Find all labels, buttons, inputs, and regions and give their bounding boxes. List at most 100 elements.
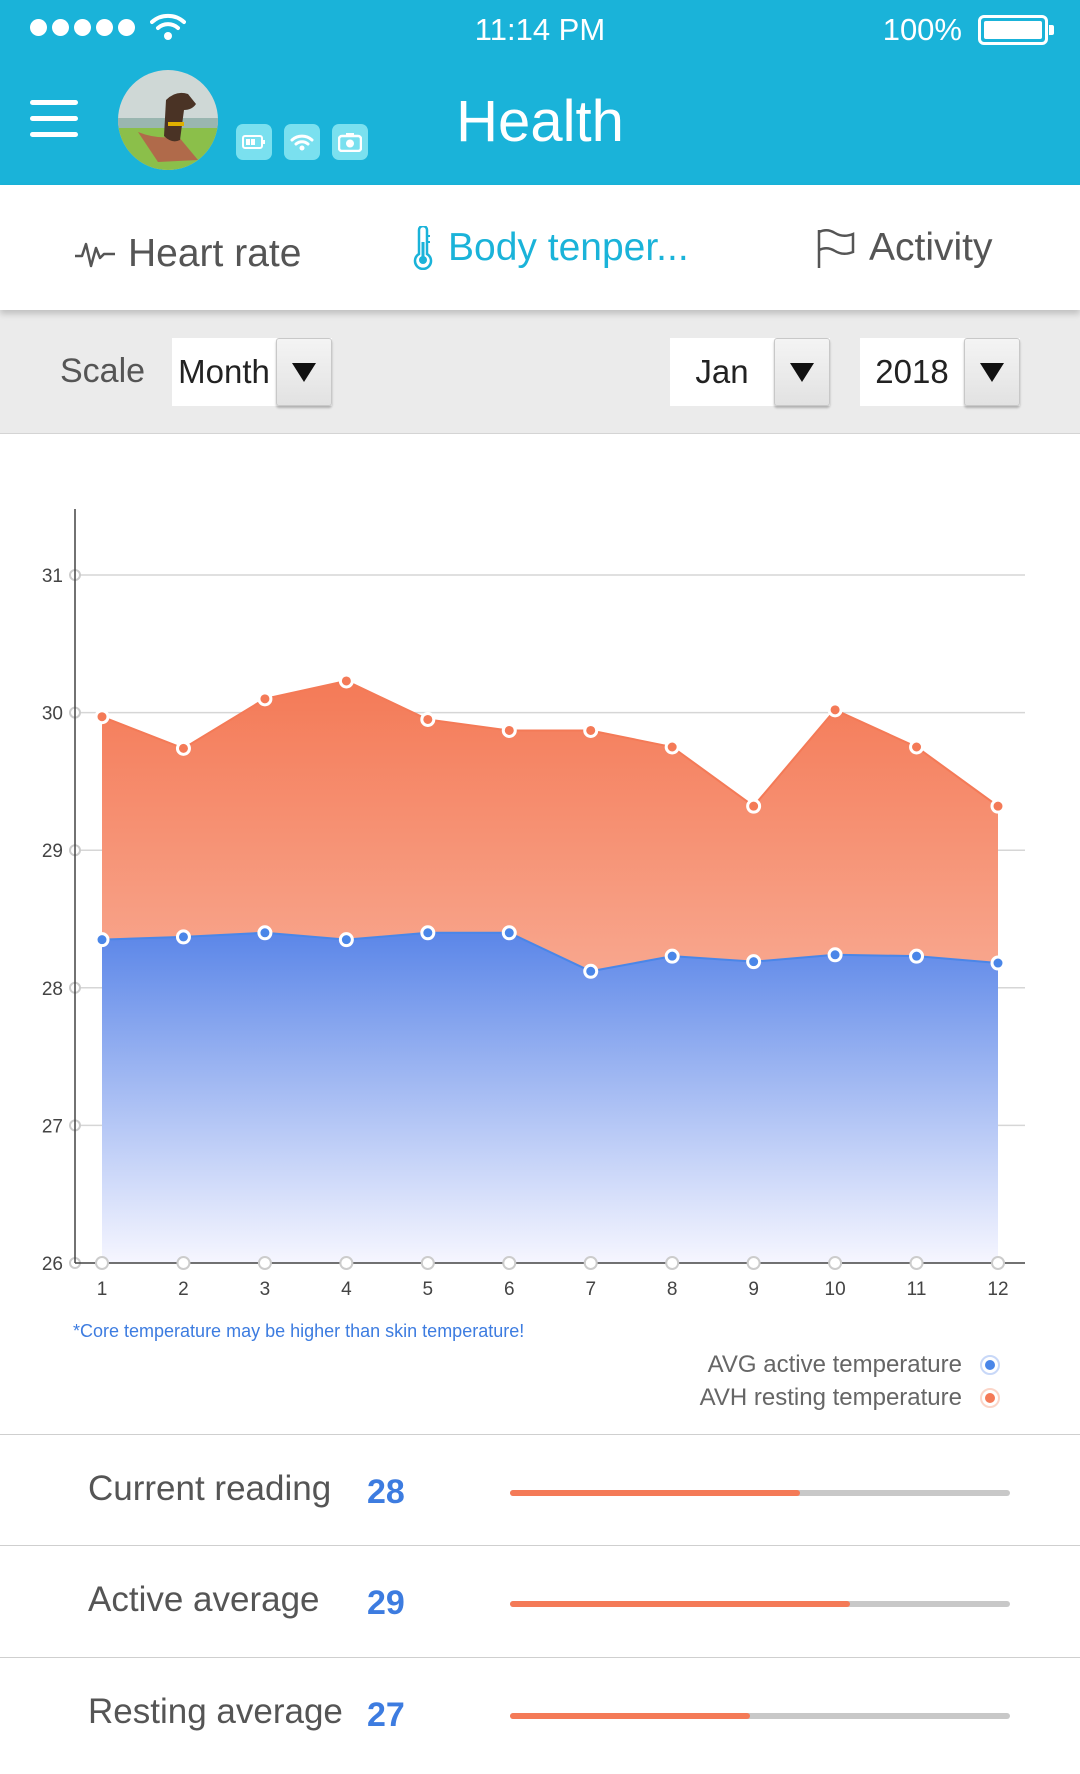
x-tick-marker [583,1256,598,1270]
stat-value: 29 [367,1584,405,1622]
stat-label: Resting average [88,1692,343,1731]
active-point [827,947,843,963]
chart-legend: AVG active temperature AVH resting tempe… [700,1348,1000,1414]
y-tick-label: 28 [42,979,63,1000]
status-time: 11:14 PM [474,12,606,47]
stat-label: Active average [88,1580,320,1619]
filter-bar: Scale Month Jan 2018 [0,310,1080,434]
resting-line [101,679,999,808]
page-title: Health [456,89,624,154]
stat-label: Current reading [88,1469,332,1508]
pulse-icon [75,242,115,267]
active-point [94,932,110,948]
status-bar: 11:14 PM 100% [0,0,1080,60]
legend-item-active: AVG active temperature [700,1348,1000,1381]
app-header: 11:14 PM 100% Health [0,0,1080,185]
legend-item-resting: AVH resting temperature [700,1381,1000,1414]
battery-device-icon [236,124,272,160]
x-tick-marker [665,1256,680,1270]
x-tick-marker [176,1256,191,1270]
month-select-value: Jan [695,353,749,390]
resting-point [501,722,517,738]
resting-point [746,798,762,814]
stat-row-current: Current reading 28 [0,1434,1080,1545]
x-tick-label: 8 [667,1279,678,1300]
resting-point [664,739,680,755]
active-point [583,963,599,979]
tab-body-temperature[interactable]: Body tenper... [410,185,689,310]
battery-icon [978,15,1054,45]
tab-activity[interactable]: Activity [813,185,993,310]
legend-label-resting: AVH resting temperature [699,1383,962,1411]
resting-point [94,709,110,725]
active-point [501,925,517,941]
temperature-chart: 26 27 28 29 30 31 1 2 3 4 5 6 7 8 9 10 11 12 [0,434,1080,1434]
tab-heart-rate-label: Heart rate [128,231,302,275]
active-area [102,932,998,1263]
x-tick-marker [502,1256,517,1270]
stat-progress-bar [510,1601,1010,1607]
camera-device-icon [332,124,368,160]
x-tick-label: 1 [97,1279,108,1300]
wifi-device-icon [284,124,320,160]
chevron-down-icon[interactable] [774,338,830,406]
month-select[interactable]: Jan [670,338,830,406]
active-point [990,955,1006,971]
active-point [338,932,354,948]
active-point [175,929,191,945]
stat-progress-bar [510,1490,1010,1496]
stat-progress-fill [510,1490,800,1496]
chart-footnote: *Core temperature may be higher than ski… [73,1321,525,1341]
x-tick-marker [828,1256,843,1270]
y-tick-label: 31 [42,566,63,587]
stat-row-active: Active average 29 [0,1545,1080,1656]
resting-point [583,722,599,738]
legend-label-active: AVG active temperature [707,1350,962,1378]
active-point [909,948,925,964]
resting-point [420,711,436,727]
x-tick-label: 10 [825,1279,846,1300]
x-tick-label: 11 [907,1279,927,1300]
resting-point [827,702,843,718]
scale-label: Scale [60,352,146,390]
active-point [257,925,273,941]
y-tick-label: 29 [42,841,63,862]
x-tick-label: 2 [178,1279,189,1300]
signal-icon [30,19,135,36]
resting-point [257,691,273,707]
x-tick-label: 9 [748,1279,759,1300]
active-point [746,954,762,970]
y-tick-label: 30 [42,704,63,725]
x-tick-label: 4 [341,1279,352,1300]
tab-activity-label: Activity [869,225,993,269]
x-tick-marker [257,1256,272,1270]
x-tick-marker [991,1256,1005,1270]
stat-progress-fill [510,1601,850,1607]
wifi-status-icon [150,13,186,40]
legend-marker-resting [980,1387,1000,1408]
thermometer-icon [413,225,433,270]
scale-select[interactable]: Month [172,338,332,406]
menu-button[interactable] [30,100,78,138]
chevron-down-icon[interactable] [276,338,332,406]
chevron-down-icon[interactable] [964,338,1020,406]
x-tick-label: 6 [504,1279,515,1300]
resting-point [909,739,925,755]
stat-progress-fill [510,1713,750,1719]
resting-point [338,673,354,689]
x-tick-marker [339,1256,354,1270]
tab-heart-rate[interactable]: Heart rate [74,191,301,316]
stat-row-resting: Resting average 27 [0,1657,1080,1768]
x-tick-marker [746,1256,761,1270]
scale-select-value: Month [178,353,270,390]
active-point [420,925,436,941]
legend-marker-active [980,1354,1000,1375]
device-status-icons [236,124,368,160]
active-line [101,931,999,973]
x-tick-label: 5 [423,1279,434,1300]
x-tick-label: 3 [260,1279,271,1300]
tab-body-temperature-label: Body tenper... [448,225,689,269]
year-select[interactable]: 2018 [860,338,1020,406]
flag-icon [817,228,855,268]
